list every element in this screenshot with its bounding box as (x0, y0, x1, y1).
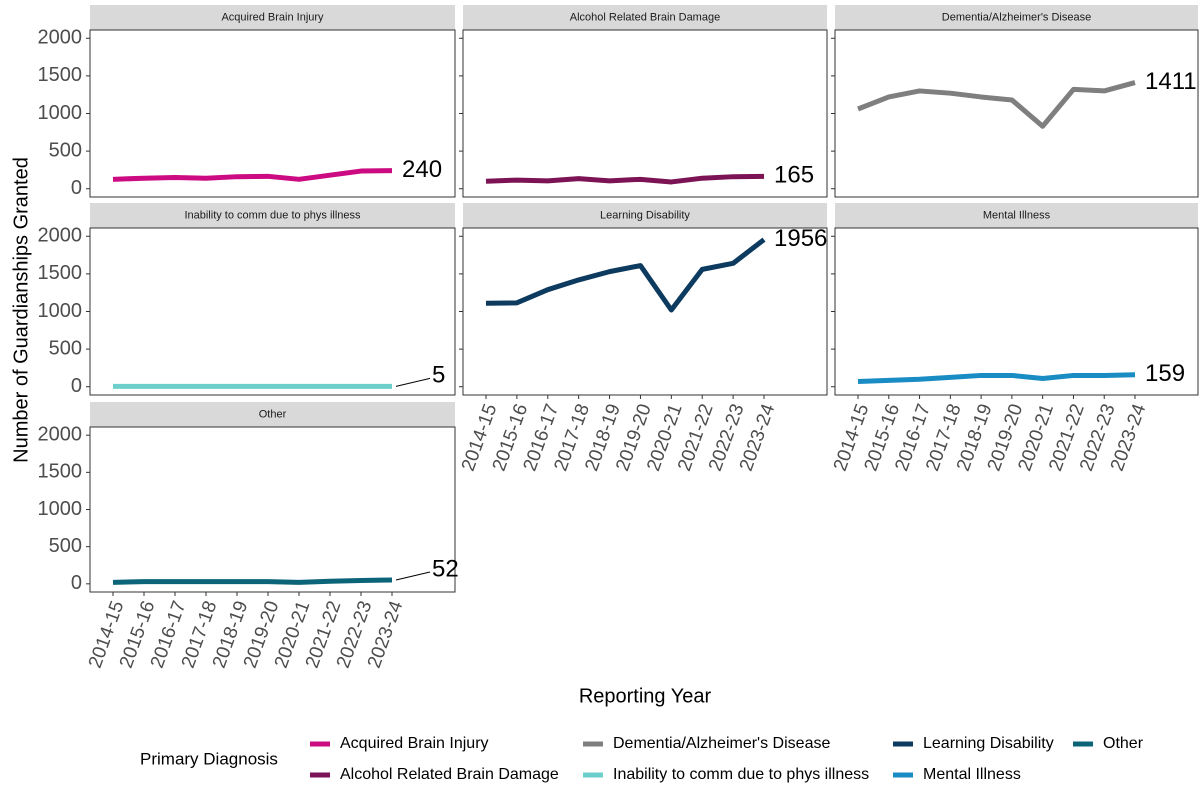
facet-title: Inability to comm due to phys illness (184, 209, 361, 221)
facet-title: Acquired Brain Injury (221, 11, 324, 23)
y-tick-label: 500 (49, 337, 82, 359)
legend-title: Primary Diagnosis (140, 749, 278, 768)
end-label: 1956 (774, 225, 827, 252)
facet-title: Alcohol Related Brain Damage (570, 11, 720, 23)
label-leader (395, 377, 431, 387)
end-label: 240 (402, 156, 442, 183)
legend-label: Learning Disability (923, 735, 1054, 752)
end-label: 1411 (1145, 68, 1197, 95)
series-line (112, 168, 393, 182)
facet-title: Mental Illness (983, 209, 1051, 221)
strip (835, 5, 1198, 30)
end-label: 159 (1145, 360, 1185, 387)
legend-label: Alcohol Related Brain Damage (340, 766, 559, 783)
y-tick-label: 1000 (38, 300, 83, 322)
y-axis-title: Number of Guardianships Granted (10, 157, 32, 463)
strip (463, 5, 827, 30)
panel (462, 227, 828, 396)
panel (89, 227, 456, 396)
strip (90, 402, 455, 427)
y-tick-label: 2000 (38, 225, 83, 247)
facet-title: Learning Disability (600, 209, 690, 221)
y-tick-label: 1500 (38, 64, 83, 86)
strip (835, 203, 1198, 228)
y-tick-label: 0 (71, 177, 82, 199)
panel (462, 29, 828, 198)
facet-title: Dementia/Alzheimer's Disease (942, 11, 1091, 23)
y-tick-label: 0 (71, 375, 82, 397)
y-tick-label: 1000 (38, 498, 83, 520)
y-tick-label: 2000 (38, 27, 83, 49)
end-label: 5 (432, 362, 445, 389)
y-tick-label: 0 (71, 572, 82, 594)
facet-title: Other (259, 408, 287, 420)
x-axis-title: Reporting Year (579, 685, 712, 707)
panel (834, 227, 1199, 396)
end-label: 165 (774, 162, 814, 189)
panel (89, 29, 456, 198)
y-tick-label: 2000 (38, 423, 83, 445)
panel (834, 29, 1199, 198)
strip (90, 203, 455, 228)
label-leader (395, 571, 431, 581)
y-tick-label: 1500 (38, 461, 83, 483)
legend-label: Other (1103, 735, 1144, 752)
legend-label: Inability to comm due to phys illness (613, 766, 869, 783)
legend-label: Acquired Brain Injury (340, 735, 489, 752)
legend-label: Mental Illness (923, 766, 1021, 783)
series-line (857, 372, 1136, 384)
y-tick-label: 1000 (38, 102, 83, 124)
series-line (485, 173, 765, 185)
panel (89, 426, 456, 593)
y-tick-label: 500 (49, 139, 82, 161)
series-line (485, 237, 766, 313)
strip (463, 203, 827, 228)
strip (90, 5, 455, 30)
series-line (112, 577, 393, 585)
end-label: 52 (432, 555, 459, 582)
y-tick-label: 1500 (38, 262, 83, 284)
series-line (857, 80, 1136, 129)
y-tick-label: 500 (49, 535, 82, 557)
legend-label: Dementia/Alzheimer's Disease (613, 735, 830, 752)
